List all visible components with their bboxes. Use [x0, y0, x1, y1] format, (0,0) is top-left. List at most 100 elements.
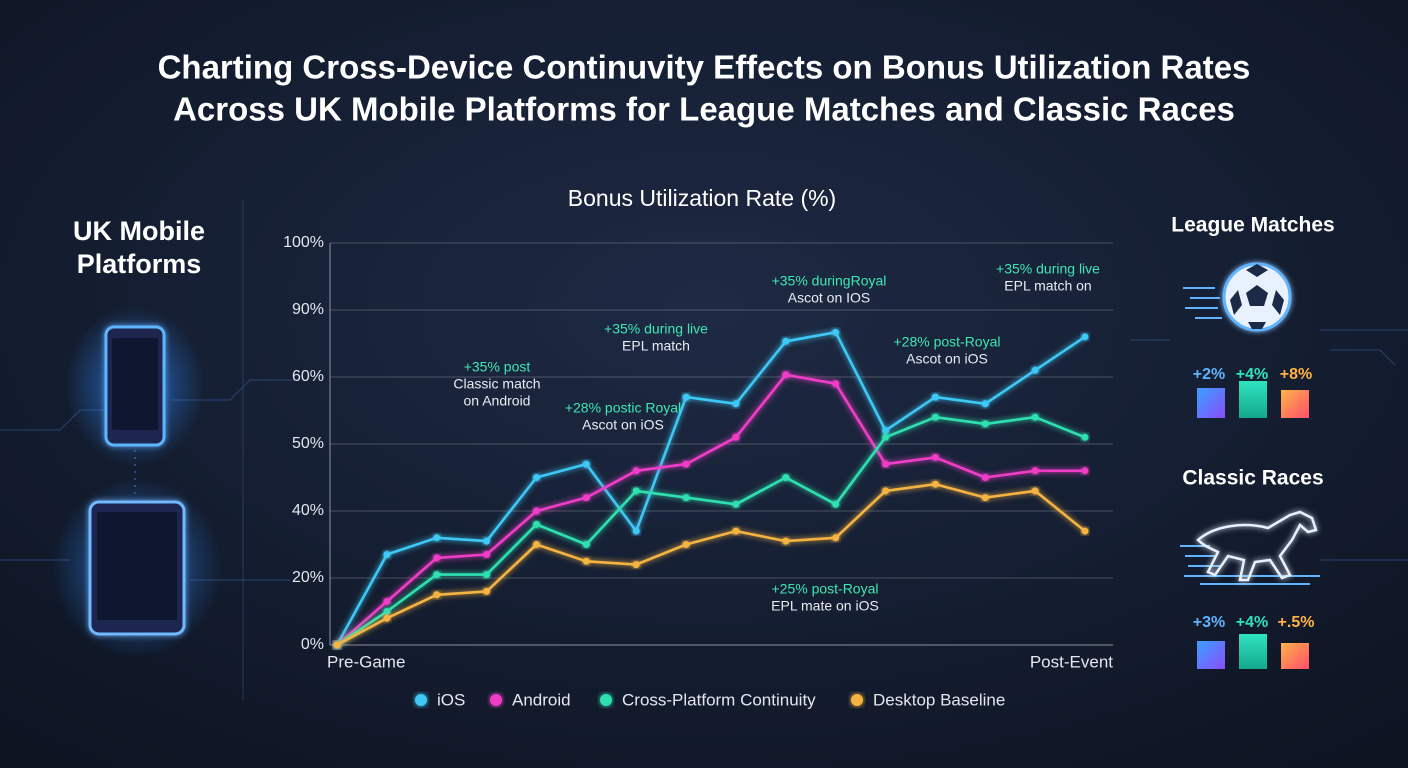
annotation: EPL match on — [1004, 278, 1091, 294]
data-point — [333, 641, 341, 649]
annotation: Ascot on IOS — [788, 290, 870, 306]
ball-patch — [1246, 264, 1268, 277]
panel-title: Platforms — [77, 249, 202, 279]
legend-label: Cross-Platform Continuity — [622, 690, 816, 709]
y-tick-label: 20% — [292, 569, 324, 586]
side-panels: League Matches Classic Races — [1130, 214, 1408, 669]
speed-lines — [1183, 287, 1222, 319]
data-point — [931, 480, 939, 488]
y-tick-label: 40% — [292, 502, 324, 519]
annotation: +35% duringRoyal — [772, 273, 887, 289]
data-point — [532, 520, 540, 528]
annotation: Classic match — [453, 376, 540, 392]
data-point — [532, 541, 540, 548]
y-tick-label: 0% — [301, 636, 324, 653]
horse — [1196, 510, 1318, 582]
legend-label: Android — [512, 690, 571, 709]
data-point — [383, 597, 391, 605]
annotation: +35% post — [464, 359, 531, 375]
data-point — [433, 591, 441, 599]
data-point — [682, 460, 690, 468]
badge-label: +8% — [1280, 366, 1312, 383]
chart: Bonus Utilization Rate (%) 0% 20% 40% 50% 60… — [283, 185, 1113, 709]
data-point — [981, 494, 989, 502]
data-point — [433, 554, 441, 562]
data-point — [532, 474, 540, 481]
annotation: +28% postic Royal — [565, 400, 681, 416]
data-point — [433, 571, 441, 579]
badge-label: +4% — [1236, 366, 1268, 383]
series-line — [335, 331, 1086, 646]
data-point — [582, 460, 590, 468]
data-point — [832, 380, 840, 388]
data-point — [483, 571, 491, 579]
series-line — [336, 482, 1086, 647]
circuit-lines — [1130, 329, 1408, 561]
series-line — [336, 373, 1085, 646]
data-point — [433, 534, 441, 542]
data-point — [931, 413, 939, 421]
data-point — [483, 537, 491, 545]
data-point — [1081, 433, 1089, 441]
data-point — [682, 393, 690, 401]
data-point — [1031, 366, 1039, 374]
data-point — [732, 433, 740, 441]
annotation: Ascot on iOS — [906, 351, 988, 367]
ball-patch — [1230, 290, 1242, 315]
data-point — [931, 393, 939, 401]
chart-title: Bonus Utilization Rate (%) — [568, 185, 836, 211]
tablet-screen — [97, 512, 177, 620]
panel-title: UK Mobile — [73, 216, 205, 246]
legend-label: iOS — [437, 690, 465, 709]
ball-patch — [1246, 285, 1268, 306]
platforms-panel: UK Mobile Platforms — [0, 200, 300, 700]
data-point — [1081, 333, 1089, 341]
data-point — [782, 474, 790, 481]
data-point — [1081, 527, 1089, 535]
phone-screen — [112, 338, 158, 430]
data-point — [383, 551, 391, 559]
badge-label: +4% — [1236, 614, 1268, 631]
football-icon — [1183, 262, 1292, 332]
data-point — [582, 494, 590, 502]
legend-marker — [415, 694, 427, 706]
data-point — [483, 587, 491, 595]
annotation: +35% during live — [996, 261, 1100, 277]
badge-bar — [1239, 634, 1267, 669]
annotation: +28% post-Royal — [893, 334, 1000, 350]
annotation: EPL match — [622, 338, 690, 354]
data-point — [632, 487, 640, 495]
data-point — [732, 400, 740, 408]
data-point — [1081, 467, 1089, 475]
y-tick-label: 60% — [292, 368, 324, 385]
badge-label: +2% — [1193, 366, 1225, 383]
data-point — [682, 494, 690, 502]
data-point — [1031, 467, 1039, 475]
data-point — [632, 527, 640, 535]
data-point — [832, 534, 840, 542]
panel-title: Classic Races — [1182, 467, 1323, 490]
legend-label: Desktop Baseline — [873, 690, 1005, 709]
data-point — [832, 328, 840, 336]
data-point — [682, 541, 690, 548]
data-point — [981, 474, 989, 481]
data-point — [1031, 413, 1039, 421]
badge-bar — [1197, 388, 1225, 418]
circuit-lines — [0, 379, 300, 581]
data-point — [732, 527, 740, 535]
legend-marker — [490, 694, 502, 706]
data-point — [732, 500, 740, 508]
badge-bar — [1281, 643, 1309, 669]
x-tick-label: Pre-Game — [327, 652, 405, 671]
data-point — [632, 561, 640, 569]
ball-patch — [1248, 322, 1266, 329]
data-point — [981, 400, 989, 408]
ball-patch — [1272, 290, 1284, 315]
badge-label: +.5% — [1278, 614, 1315, 631]
data-point — [931, 453, 939, 461]
y-tick-label: 90% — [292, 301, 324, 318]
annotation: Ascot on iOS — [582, 417, 664, 433]
legend-marker — [600, 694, 612, 706]
